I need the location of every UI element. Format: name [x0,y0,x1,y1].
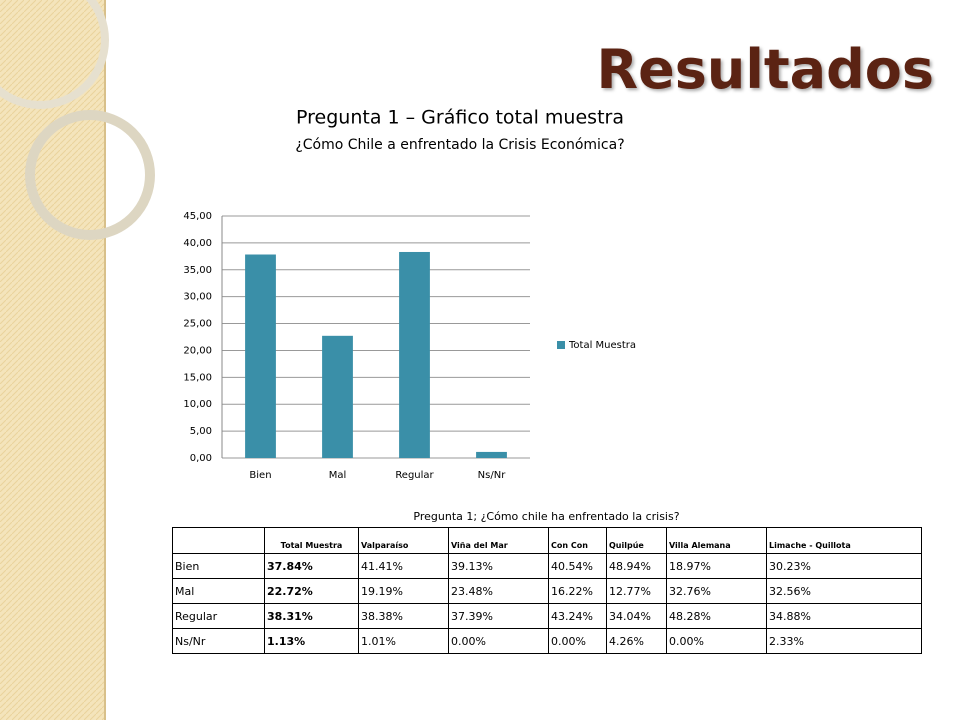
chart-subtitle: ¿Cómo Chile a enfrentado la Crisis Econó… [295,137,624,153]
table-row: Mal 22.72% 19.19% 23.48% 16.22% 12.77% 32.76% 3… [172,578,922,604]
table-row: Regular 38.31% 38.38% 37.39% 43.24% 34.04% 48.… [172,603,922,629]
column-header: Viña del Mar [448,527,549,554]
table-cell: 0.00% [448,628,549,654]
table-cell: 38.38% [358,603,449,629]
table-cell: 1.01% [358,628,449,654]
table-cell: 16.22% [548,578,607,604]
table-cell: 39.13% [448,553,549,579]
y-tick-label: 20,00 [183,345,212,356]
row-header: Bien [172,553,265,579]
table-cell: 34.04% [606,603,667,629]
table-cell: 4.26% [606,628,667,654]
slide-title: Resultados [596,38,934,101]
legend-label: Total Muestra [568,340,636,351]
table-cell: 43.24% [548,603,607,629]
column-header: Valparaíso [358,527,449,554]
row-header: Regular [172,603,265,629]
table: Total Muestra Valparaíso Viña del Mar Con C… [172,527,922,654]
y-tick-label: 10,00 [183,399,212,410]
legend-swatch [557,341,565,349]
x-tick-label: Regular [395,470,434,481]
table-cell: 41.41% [358,553,449,579]
chart-title: Pregunta 1 – Gráfico total muestra [296,107,624,129]
table-cell: 12.77% [606,578,667,604]
table-cell: 48.28% [666,603,767,629]
table-cell: 22.72% [264,578,359,604]
table-cell: 23.48% [448,578,549,604]
column-header: Con Con [548,527,607,554]
bar [245,254,276,458]
row-header: Ns/Nr [172,628,265,654]
table-cell: 38.31% [264,603,359,629]
y-tick-label: 35,00 [183,265,212,276]
table-cell: 37.84% [264,553,359,579]
column-header: Villa Alemana [666,527,767,554]
table-cell: 0.00% [666,628,767,654]
table-cell: 30.23% [766,553,922,579]
bar [399,251,430,458]
column-header: Quilpúe [606,527,667,554]
table-corner [172,527,265,554]
table-row: Bien 37.84% 41.41% 39.13% 40.54% 48.94% 18.97%… [172,553,922,579]
table-cell: 32.76% [666,578,767,604]
table-cell: 19.19% [358,578,449,604]
table-cell: 0.00% [548,628,607,654]
table-cell: 34.88% [766,603,922,629]
bar [322,335,353,458]
x-tick-label: Mal [329,470,347,481]
table-cell: 32.56% [766,578,922,604]
table-header-row: Total Muestra Valparaíso Viña del Mar Con C… [172,527,922,554]
bar [476,451,507,458]
table-cell: 40.54% [548,553,607,579]
row-header: Mal [172,578,265,604]
column-header: Total Muestra [264,527,359,554]
table-cell: 37.39% [448,603,549,629]
y-tick-label: 15,00 [183,372,212,383]
x-tick-label: Bien [249,470,271,481]
table-cell: 2.33% [766,628,922,654]
column-header: Limache - Quillota [766,527,922,554]
y-tick-label: 25,00 [183,319,212,330]
y-tick-label: 0,00 [190,453,212,464]
y-tick-label: 30,00 [183,292,212,303]
y-tick-label: 45,00 [183,211,212,222]
x-tick-label: Ns/Nr [478,470,507,481]
table-cell: 1.13% [264,628,359,654]
table-cell: 48.94% [606,553,667,579]
chart: Pregunta 1 – Gráfico total muestra ¿Cómo… [183,107,636,482]
table-cell: 18.97% [666,553,767,579]
table-title: Pregunta 1; ¿Cómo chile ha enfrentado la… [413,510,680,523]
y-tick-label: 5,00 [190,426,212,437]
y-tick-label: 40,00 [183,238,212,249]
table-row: Ns/Nr 1.13% 1.01% 0.00% 0.00% 4.26% 0.00% 2.33% [172,628,922,654]
